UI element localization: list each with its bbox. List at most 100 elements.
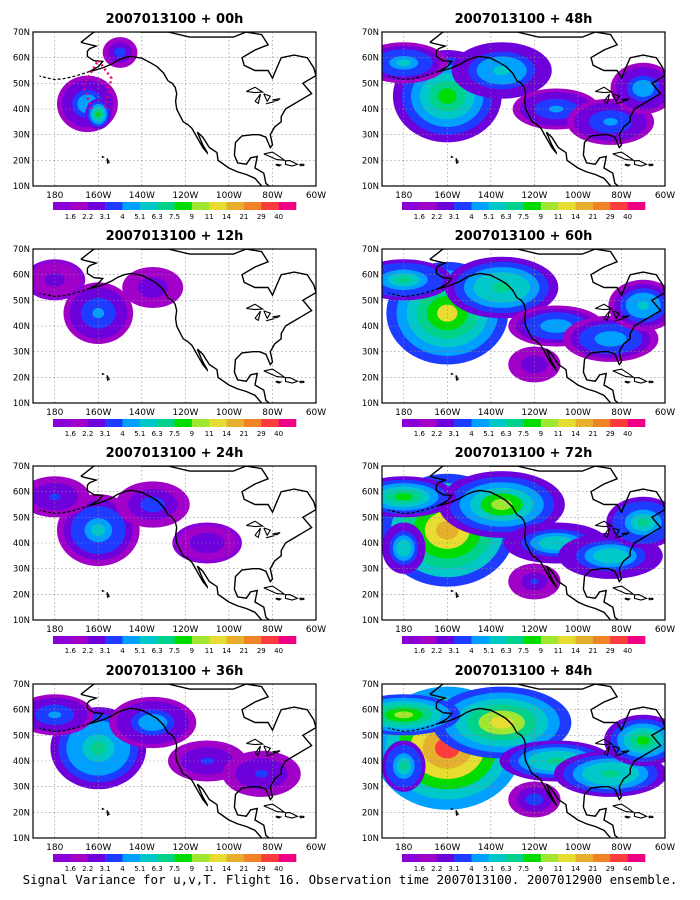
coastline	[648, 597, 654, 601]
colorbar-label: 14	[571, 213, 580, 221]
lat-tick-label: 40N	[362, 757, 379, 767]
lat-tick-label: 30N	[362, 131, 379, 141]
coastline	[624, 815, 632, 819]
lat-tick-label: 50N	[13, 79, 30, 89]
colorbar-swatch	[506, 202, 524, 210]
coastline	[80, 41, 263, 186]
contour-band	[96, 111, 101, 117]
colorbar-swatch	[419, 854, 438, 862]
colorbar-label: 14	[571, 647, 580, 655]
coastline	[284, 594, 299, 601]
lat-tick-label: 10N	[13, 399, 30, 409]
contour-band	[394, 711, 414, 719]
lat-tick-label: 40N	[13, 322, 30, 332]
lat-tick-label: 30N	[13, 565, 30, 575]
colorbar-swatch	[558, 202, 576, 210]
colorbar-swatch	[454, 636, 472, 644]
lon-tick-label: 160W	[85, 191, 111, 201]
colorbar-swatch	[436, 202, 455, 210]
contour-band	[395, 493, 413, 501]
colorbar-swatch	[70, 419, 89, 427]
lat-tick-label: 20N	[362, 156, 379, 166]
lat-tick-label: 70N	[362, 462, 379, 472]
coastline	[612, 585, 636, 596]
lat-tick-label: 70N	[362, 28, 379, 38]
colorbar-label: 7.5	[518, 213, 529, 221]
contour-band	[395, 276, 412, 284]
lat-tick-label: 30N	[362, 783, 379, 793]
colorbar-label: 7.5	[518, 865, 529, 873]
figure-caption: Signal Variance for u,v,T. Flight 16. Ob…	[22, 872, 678, 887]
coastline	[450, 155, 454, 158]
colorbar-label: 2.2	[82, 647, 93, 655]
variance-field	[33, 32, 316, 186]
colorbar-swatch	[157, 202, 175, 210]
contour-band	[548, 105, 564, 113]
lat-tick-label: 50N	[362, 513, 379, 523]
lat-tick-label: 70N	[13, 28, 30, 38]
colorbar-label: 11	[205, 865, 214, 873]
lat-tick-label: 40N	[13, 757, 30, 767]
colorbar-label: 4	[120, 647, 125, 655]
lake-outline	[603, 745, 611, 757]
colorbar-label: 21	[588, 213, 597, 221]
coastline	[284, 377, 299, 384]
colorbar-label: 9	[190, 865, 194, 873]
colorbar-swatch	[278, 202, 297, 210]
lon-tick-label: 80W	[611, 191, 631, 201]
lake-outline	[265, 535, 275, 539]
colorbar-label: 6.3	[152, 865, 163, 873]
colorbar-swatch	[157, 419, 175, 427]
coastline	[648, 163, 654, 167]
lat-tick-label: 70N	[13, 462, 30, 472]
lake-outline	[612, 310, 621, 320]
colorbar-swatch	[592, 854, 611, 862]
lat-tick-label: 50N	[362, 79, 379, 89]
colorbar-swatch	[278, 419, 297, 427]
contour-band	[147, 284, 158, 291]
lat-tick-label: 40N	[362, 539, 379, 549]
lat-tick-label: 40N	[362, 105, 379, 115]
coastline	[388, 722, 439, 733]
lon-tick-label: 100W	[565, 843, 591, 853]
colorbar-swatch	[209, 202, 227, 210]
contour-band	[603, 117, 618, 126]
lon-tick-label: 180	[395, 625, 412, 635]
colorbar-label: 7.5	[169, 430, 180, 438]
lake-outline	[263, 310, 272, 320]
lake-outline	[603, 310, 611, 322]
lon-tick-label: 80W	[611, 408, 631, 418]
colorbar-label: 7.5	[169, 865, 180, 873]
coastline	[429, 693, 612, 838]
lon-tick-label: 160W	[85, 408, 111, 418]
colorbar-swatch	[558, 419, 576, 427]
lat-tick-label: 30N	[13, 348, 30, 358]
colorbar-label: 21	[588, 865, 597, 873]
variance-field	[382, 684, 665, 838]
colorbar-swatch	[540, 854, 559, 862]
colorbar-label: 11	[554, 647, 563, 655]
lon-tick-label: 180	[395, 843, 412, 853]
colorbar-label: 11	[554, 430, 563, 438]
colorbar-label: 3.1	[449, 430, 460, 438]
colorbar-swatch	[436, 419, 455, 427]
coastline	[429, 32, 665, 186]
lon-tick-label: 60W	[655, 625, 675, 635]
contour-band	[145, 718, 160, 727]
contour-band	[201, 539, 213, 547]
colorbar-swatch	[87, 419, 106, 427]
lon-tick-label: 180	[46, 191, 63, 201]
coastline	[429, 684, 665, 838]
coastline	[39, 722, 90, 733]
coastline	[388, 287, 439, 298]
lat-tick-label: 70N	[362, 680, 379, 690]
colorbar-label: 9	[539, 865, 543, 873]
lake-outline	[272, 98, 281, 102]
colorbar-swatch	[506, 419, 524, 427]
lon-tick-label: 80W	[262, 625, 282, 635]
lake-outline	[265, 318, 275, 322]
colorbar-label: 14	[571, 865, 580, 873]
colorbar-swatch	[540, 202, 559, 210]
lat-tick-label: 30N	[362, 565, 379, 575]
colorbar-label: 2.2	[431, 213, 442, 221]
